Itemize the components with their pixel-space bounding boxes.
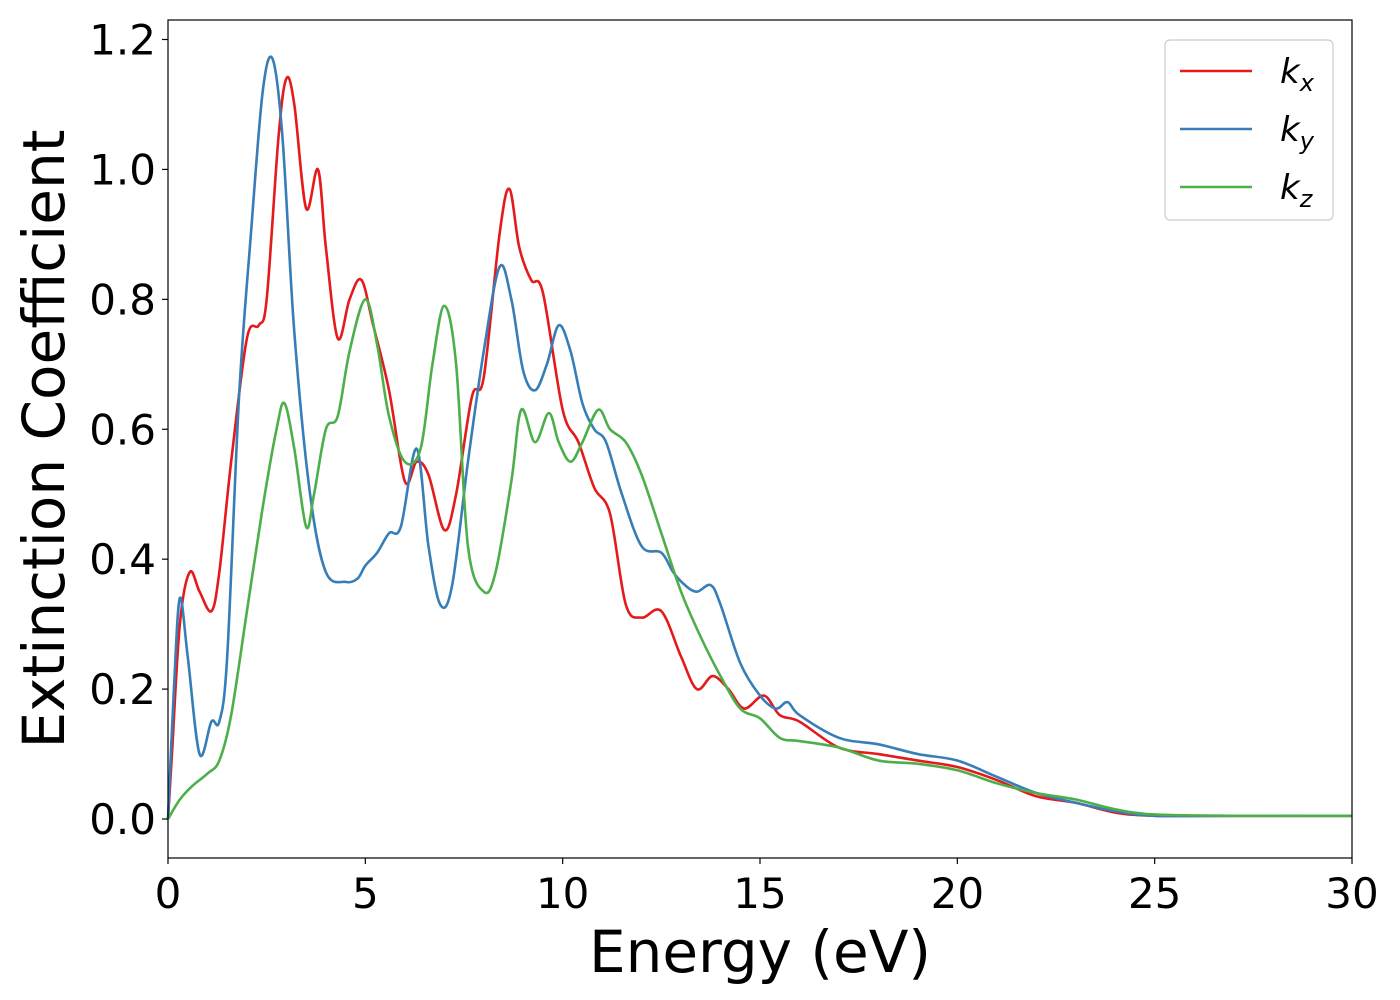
series-line-ky bbox=[166, 55, 1352, 820]
x-tick-label: 30 bbox=[1325, 869, 1378, 918]
plot-frame bbox=[167, 19, 1353, 859]
x-tick-label: 10 bbox=[536, 869, 589, 918]
x-tick-label: 25 bbox=[1128, 869, 1181, 918]
y-axis-label: Extinction Coefficient bbox=[10, 130, 78, 749]
y-tick-label: 0.0 bbox=[89, 795, 156, 844]
x-tick-label: 5 bbox=[352, 869, 379, 918]
legend-label-kz: kz bbox=[1280, 168, 1314, 213]
plot-lines bbox=[166, 55, 1353, 820]
y-tick-label: 1.2 bbox=[89, 15, 156, 64]
y-tick-label: 0.2 bbox=[89, 665, 156, 714]
x-axis-ticks: 0 5 10 15 20 25 30 bbox=[155, 858, 1379, 918]
legend: kx ky kz bbox=[1164, 39, 1334, 221]
y-tick-label: 0.6 bbox=[89, 405, 156, 454]
x-tick-label: 20 bbox=[931, 869, 984, 918]
y-tick-label: 0.8 bbox=[89, 275, 156, 324]
x-tick-label: 0 bbox=[155, 869, 182, 918]
y-axis-ticks: 0.0 0.2 0.4 0.6 0.8 1.0 1.2 bbox=[89, 15, 168, 844]
y-tick-label: 0.4 bbox=[89, 535, 156, 584]
legend-label-ky: ky bbox=[1280, 110, 1315, 155]
x-tick-label: 15 bbox=[733, 869, 786, 918]
series-line-kz bbox=[166, 298, 1353, 820]
y-tick-label: 1.0 bbox=[89, 145, 156, 194]
legend-label-kx: kx bbox=[1280, 52, 1315, 97]
x-axis-label: Energy (eV) bbox=[589, 918, 931, 986]
